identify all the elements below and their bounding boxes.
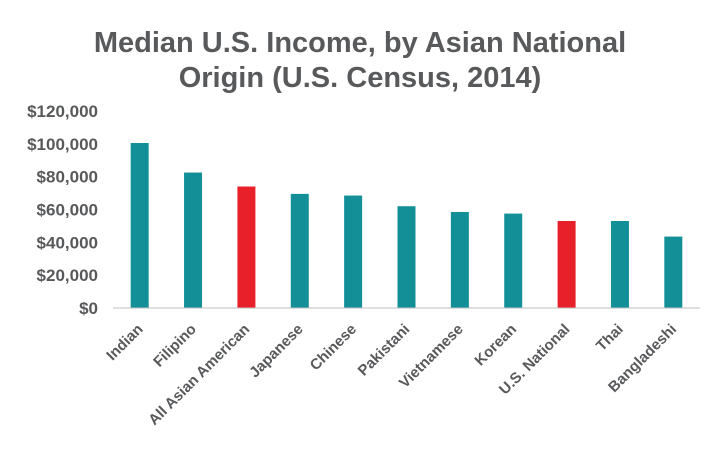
- bar-u-s-national: [557, 220, 576, 308]
- chart-title-line-1: Median U.S. Income, by Asian National: [94, 27, 626, 59]
- bar-japanese: [290, 193, 309, 308]
- y-tick-label: $60,000: [37, 201, 98, 220]
- x-tick-label: Indian: [103, 321, 146, 364]
- bar-korean: [504, 213, 523, 308]
- bar-pakistani: [397, 206, 416, 308]
- y-tick-label: $80,000: [37, 168, 98, 187]
- bar-chinese: [344, 195, 363, 308]
- bars: [130, 143, 683, 308]
- y-tick-label: $20,000: [37, 266, 98, 285]
- x-tick-label: Filipino: [150, 321, 200, 371]
- x-tick-label: Chinese: [307, 321, 360, 374]
- bar-bangladeshi: [664, 236, 683, 308]
- bar-thai: [610, 220, 629, 308]
- x-tick-label: Korean: [471, 321, 520, 370]
- bar-indian: [130, 143, 149, 308]
- bar-all-asian-american: [237, 186, 256, 308]
- chart-title-line-2: Origin (U.S. Census, 2014): [179, 62, 542, 94]
- bar-filipino: [184, 172, 203, 308]
- y-tick-label: $120,000: [27, 102, 98, 121]
- y-tick-label: $100,000: [27, 135, 98, 154]
- y-tick-label: $40,000: [37, 233, 98, 252]
- y-tick-label: $0: [79, 299, 98, 318]
- y-axis: $0 $20,000 $40,000 $60,000 $80,000 $100,000 $1…: [27, 102, 98, 318]
- x-tick-label: Japanese: [246, 321, 306, 381]
- x-tick-label: All Asian American: [145, 321, 253, 429]
- bar-vietnamese: [450, 211, 469, 308]
- x-tick-label: Thai: [593, 321, 627, 355]
